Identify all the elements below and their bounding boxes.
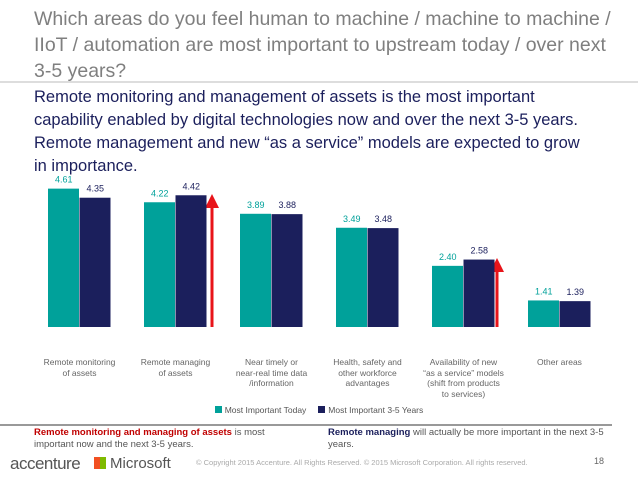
value-label: 3.88 — [278, 200, 296, 210]
logo-accenture: accenture — [10, 454, 81, 473]
note-bold: Remote managing — [328, 427, 411, 438]
value-label: 4.61 — [55, 175, 73, 185]
bar — [367, 228, 399, 327]
slide-subtitle: Remote monitoring and management of asse… — [34, 88, 580, 175]
note-text: is most important now and the next 3-5 y… — [34, 427, 265, 450]
bar — [271, 214, 303, 327]
note-text: will actually be more important in the n… — [328, 427, 604, 450]
bar — [79, 197, 111, 327]
note: Remote monitoring and managing of assets… — [34, 427, 304, 451]
legend-item: Most Important Today — [214, 405, 307, 415]
legend-label: Most Important 3-5 Years — [328, 405, 424, 415]
value-label: 3.49 — [343, 214, 361, 224]
value-label: 2.58 — [470, 246, 488, 256]
logo-icon — [94, 457, 106, 469]
copyright: © Copyright 2015 Accenture. All Rights R… — [196, 458, 528, 467]
bar — [144, 202, 175, 327]
bar — [336, 227, 367, 327]
page-number: 18 — [594, 456, 605, 466]
bar — [463, 259, 495, 327]
legend-label: Most Important Today — [224, 405, 307, 415]
logo-text: Microsoft — [110, 455, 171, 472]
x-tick-label: Health, safety and other workforce advan… — [333, 357, 402, 388]
note: Remote managing will actually be more im… — [328, 427, 608, 451]
x-tick-label: Near timely or near-real time data /info… — [235, 357, 308, 388]
logo-microsoft: Microsoft — [94, 455, 171, 472]
value-label: 3.89 — [247, 200, 265, 210]
legend-swatch — [214, 406, 222, 413]
bar — [528, 300, 559, 327]
value-label: 4.42 — [182, 181, 200, 191]
x-tick-label: Remote managing of assets — [140, 357, 211, 378]
bar — [175, 195, 207, 327]
trend-arrow — [205, 194, 219, 327]
bar — [432, 265, 463, 327]
note-bold: Remote monitoring and managing of assets — [34, 427, 232, 438]
legend: Most Important Today Most Important 3-5 Y… — [0, 405, 638, 415]
value-label: 1.39 — [566, 287, 584, 297]
legend-item: Most Important 3-5 Years — [318, 405, 423, 415]
x-tick-label: Availability of new “as a service” model… — [423, 357, 504, 399]
value-label: 2.40 — [439, 252, 457, 262]
bar — [240, 213, 271, 327]
x-tick-label: Other areas — [537, 357, 582, 367]
value-label: 4.22 — [151, 188, 169, 198]
legend-swatch — [318, 406, 326, 413]
value-label: 4.35 — [86, 184, 104, 194]
value-label: 1.41 — [535, 286, 553, 296]
bar — [48, 188, 79, 327]
x-tick-label: Remote monitoring of assets — [43, 357, 116, 378]
slide-title: Which areas do you feel human to machine… — [34, 8, 611, 82]
bar — [559, 301, 591, 327]
value-label: 3.48 — [374, 214, 392, 224]
